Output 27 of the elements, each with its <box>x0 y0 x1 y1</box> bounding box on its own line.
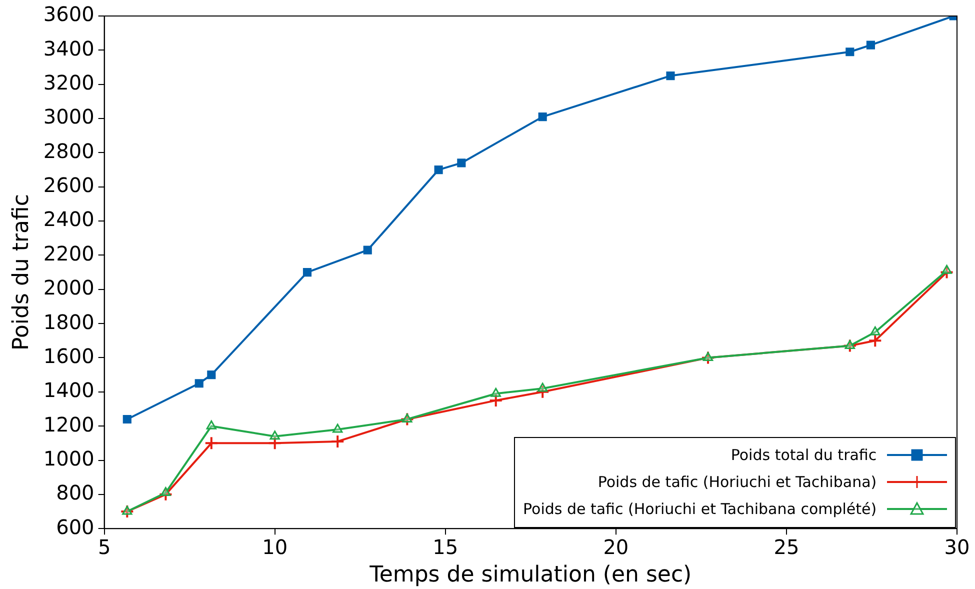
legend-label: Poids total du trafic <box>730 446 877 464</box>
y-tick-label: 1000 <box>43 446 94 470</box>
x-tick-label: 30 <box>944 534 970 559</box>
y-tick-label: 1600 <box>43 344 94 368</box>
y-tick-label: 2800 <box>43 138 94 163</box>
y-tick-label: 600 <box>56 514 94 539</box>
x-tick-label: 15 <box>432 534 458 559</box>
y-axis-title: Poids du trafic <box>8 194 34 351</box>
x-tick-label: 20 <box>603 534 629 559</box>
y-tick-label: 2400 <box>43 207 94 232</box>
y-tick-label: 3600 <box>43 2 94 26</box>
legend-label: Poids de tafic (Horiuchi et Tachibana complété) <box>523 500 877 518</box>
legend-label: Poids de tafic (Horiuchi et Tachibana) <box>598 473 877 492</box>
y-tick-label: 1800 <box>43 310 94 334</box>
x-tick-label: 5 <box>98 534 111 559</box>
y-tick-label: 2000 <box>43 276 94 300</box>
x-tick-label: 25 <box>774 534 800 559</box>
x-tick-label: 10 <box>262 534 288 559</box>
y-tick-label: 1400 <box>43 378 94 402</box>
y-tick-label: 800 <box>56 480 94 505</box>
y-tick-label: 3400 <box>43 36 94 60</box>
x-axis-title: Temps de simulation (en sec) <box>368 562 692 588</box>
y-tick-label: 3200 <box>43 70 94 95</box>
y-tick-label: 1200 <box>43 412 94 436</box>
y-tick-label: 2200 <box>43 241 94 266</box>
y-tick-label: 2600 <box>43 173 94 198</box>
y-tick-label: 3000 <box>43 104 94 129</box>
